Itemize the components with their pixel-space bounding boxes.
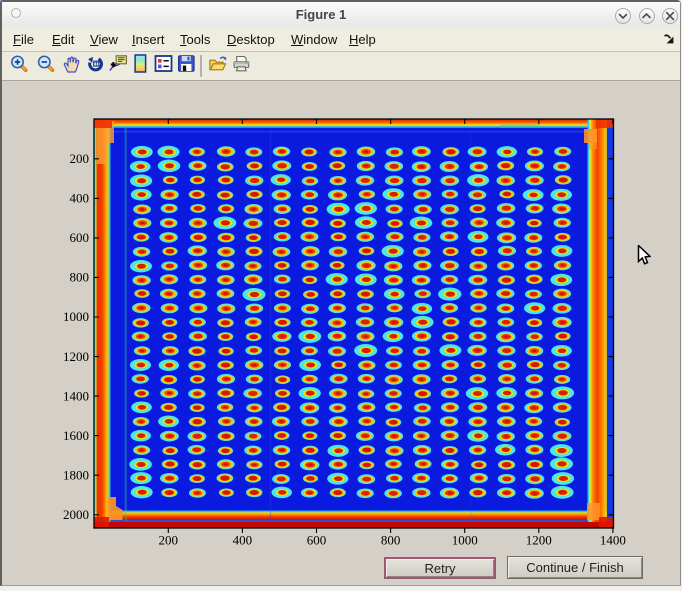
svg-text:1200: 1200 xyxy=(63,349,89,364)
svg-text:1000: 1000 xyxy=(63,309,89,324)
svg-text:1800: 1800 xyxy=(63,467,89,482)
svg-text:800: 800 xyxy=(381,533,401,548)
svg-text:1600: 1600 xyxy=(63,428,89,443)
svg-text:200: 200 xyxy=(70,151,90,166)
svg-text:400: 400 xyxy=(70,191,90,206)
svg-text:600: 600 xyxy=(70,230,90,245)
svg-text:400: 400 xyxy=(233,533,253,548)
svg-text:1000: 1000 xyxy=(452,533,478,548)
svg-text:1400: 1400 xyxy=(600,533,626,548)
svg-text:1200: 1200 xyxy=(526,533,552,548)
svg-text:1400: 1400 xyxy=(63,388,89,403)
svg-text:800: 800 xyxy=(70,270,90,285)
svg-text:600: 600 xyxy=(307,533,327,548)
svg-text:200: 200 xyxy=(159,533,179,548)
svg-text:2000: 2000 xyxy=(63,507,89,522)
